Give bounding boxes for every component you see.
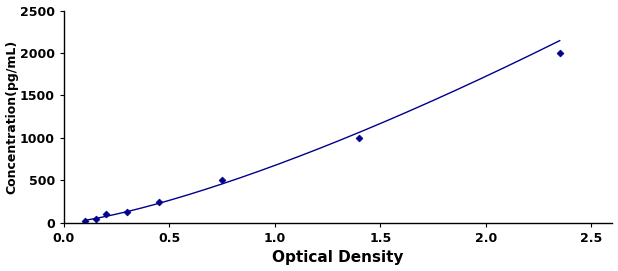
X-axis label: Optical Density: Optical Density	[273, 250, 404, 265]
Y-axis label: Concentration(pg/mL): Concentration(pg/mL)	[6, 40, 19, 194]
